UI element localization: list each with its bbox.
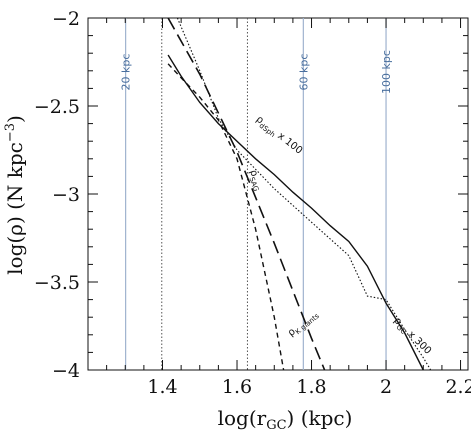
x-tick-label-4: 2.2	[445, 376, 471, 398]
curve-label-dsph: ρdSph x 100	[253, 114, 305, 158]
x-axis-title-unit: ) (kpc)	[287, 406, 353, 430]
series-line-k-giants	[167, 17, 326, 371]
x-tick-label-2: 1.8	[296, 376, 326, 398]
reference-lines: 20 kpc 60 kpc 100 kpc	[120, 18, 393, 370]
y-axis-title: log(ρ) (N kpc−3)	[3, 115, 27, 275]
y-axis-title-end: )	[3, 115, 27, 123]
reference-line-label-2: 100 kpc	[380, 50, 393, 94]
series-line-sag	[167, 63, 285, 371]
y-tick-label-4: −4	[52, 360, 80, 382]
reference-line-label-0: 20 kpc	[120, 54, 133, 91]
tick-labels: 1.4 1.6 1.8 2 2.2 −2 −2.5 −3 −3.5 −4	[34, 8, 471, 398]
x-tick-label-3: 2	[380, 376, 392, 398]
x-axis-title: log(rGC) (kpc)	[218, 406, 353, 433]
y-axis-title-main: log(ρ) (N kpc	[3, 142, 27, 275]
dotted-vertical-lines	[161, 18, 248, 370]
curve-label-sag: ρSAG	[245, 168, 264, 192]
y-tick-label-0: −2	[52, 8, 80, 30]
x-axis-title-main: log(r	[218, 406, 267, 430]
y-axis-title-sup: −3	[3, 123, 18, 142]
x-tick-label-1: 1.6	[222, 376, 252, 398]
reference-line-label-1: 60 kpc	[297, 54, 310, 91]
curve-label-gc: ρGC x 300	[390, 315, 433, 358]
axis-ticks	[88, 17, 468, 371]
y-tick-label-1: −2.5	[34, 96, 80, 118]
x-tick-label-0: 1.4	[147, 376, 177, 398]
plot-frame	[87, 17, 469, 371]
y-tick-label-2: −3	[52, 184, 80, 206]
series-line-gc	[176, 17, 432, 371]
series-line-dsph	[167, 54, 424, 371]
x-axis-title-sub: GC	[266, 418, 286, 433]
series-lines	[167, 17, 432, 371]
y-tick-label-3: −3.5	[34, 272, 80, 294]
